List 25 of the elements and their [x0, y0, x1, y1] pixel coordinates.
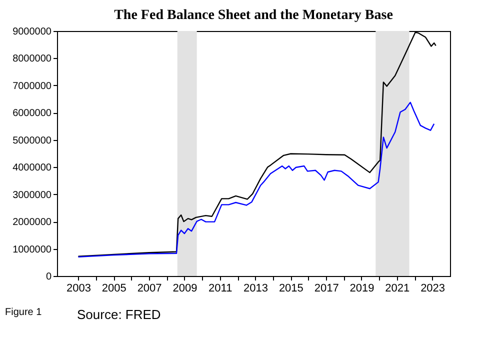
x-tick-label: 2019 [350, 282, 374, 294]
x-tick-label: 2013 [244, 282, 268, 294]
line-series [78, 102, 435, 258]
y-tick-label: 4000000 [12, 162, 52, 174]
y-tick-label: 9000000 [12, 26, 52, 38]
source-note: Source: FRED [77, 307, 161, 322]
x-tick-label: 2007 [137, 282, 162, 294]
x-tick-label: 2005 [102, 282, 126, 294]
y-tick-label: 7000000 [12, 80, 52, 92]
y-tick-label: 2000000 [12, 217, 52, 228]
x-tick-label: 2011 [208, 282, 232, 294]
caption: Figure 1 [5, 307, 42, 318]
x-tick-label: 2023 [420, 282, 446, 294]
x-tick-label: 2009 [172, 282, 198, 294]
x-tick-label: 2017 [314, 282, 339, 294]
y-tick-label: 6000000 [12, 108, 52, 120]
y-tick-label: 1000000 [12, 244, 52, 256]
chart-title: The Fed Balance Sheet and the Monetary Base [114, 8, 393, 23]
y-tick-label: 0 [46, 272, 52, 282]
x-tick-label: 2015 [278, 282, 304, 294]
x-tick-label: 2003 [66, 282, 91, 294]
y-tick-label: 5000000 [12, 135, 52, 146]
x-tick-label: 2021 [385, 282, 410, 294]
y-tick-label: 8000000 [12, 54, 52, 65]
y-tick-label: 3000000 [12, 190, 52, 201]
